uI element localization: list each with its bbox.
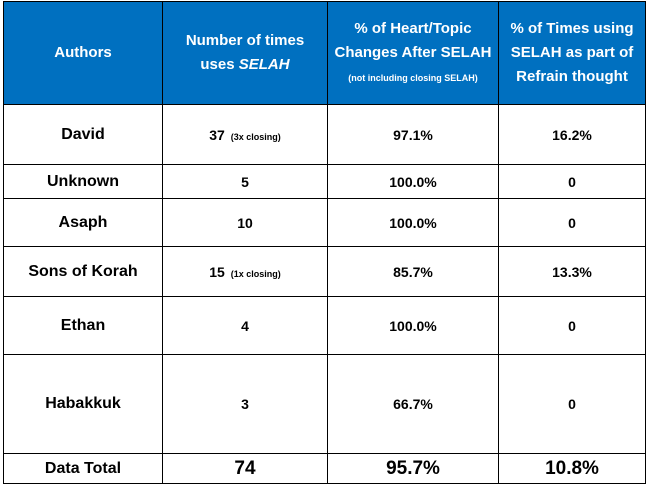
header-authors: Authors: [3, 1, 163, 105]
author-cell: Unknown: [3, 164, 163, 199]
changes-cell: 100.0%: [327, 198, 499, 247]
author-cell: Asaph: [3, 198, 163, 247]
table-row: Sons of Korah 15 (1x closing) 85.7% 13.3%: [3, 246, 646, 297]
refrain-cell: 13.3%: [498, 246, 646, 297]
changes-cell: 97.1%: [327, 104, 499, 165]
selah-table: Authors Number of times uses SELAH % of …: [3, 1, 646, 484]
header-count: Number of times uses SELAH: [162, 1, 328, 105]
refrain-cell: 0: [498, 164, 646, 199]
count-cell: 4: [162, 296, 328, 355]
count-note: (3x closing): [230, 131, 281, 142]
table-header: Authors Number of times uses SELAH % of …: [3, 1, 646, 105]
changes-cell: 66.7%: [327, 354, 499, 454]
count-value: 3: [241, 396, 249, 412]
count-note: (1x closing): [230, 268, 281, 279]
count-cell: 37 (3x closing): [162, 104, 328, 165]
author-cell: Sons of Korah: [3, 246, 163, 297]
total-row: Data Total 74 95.7% 10.8%: [3, 453, 646, 484]
total-refrain: 10.8%: [498, 453, 646, 484]
total-count: 74: [162, 453, 328, 484]
table-row: Habakkuk 3 66.7% 0: [3, 354, 646, 454]
total-label: Data Total: [3, 453, 163, 484]
refrain-cell: 0: [498, 296, 646, 355]
header-refrain-label: % of Times using SELAH as part of Refrai…: [510, 20, 634, 85]
changes-cell: 100.0%: [327, 296, 499, 355]
table-row: Asaph 10 100.0% 0: [3, 198, 646, 247]
table-row: Unknown 5 100.0% 0: [3, 164, 646, 199]
count-cell: 5: [162, 164, 328, 199]
table-body: David 37 (3x closing) 97.1% 16.2% Unknown…: [3, 104, 646, 454]
count-cell: 3: [162, 354, 328, 454]
count-value: 37: [209, 126, 225, 143]
refrain-cell: 0: [498, 198, 646, 247]
table-footer: Data Total 74 95.7% 10.8%: [3, 453, 646, 484]
total-changes: 95.7%: [327, 453, 499, 484]
count-value: 4: [241, 317, 249, 334]
changes-cell: 85.7%: [327, 246, 499, 297]
header-authors-label: Authors: [54, 44, 112, 61]
count-value: 15: [209, 263, 225, 280]
author-cell: David: [3, 104, 163, 165]
author-cell: Habakkuk: [3, 354, 163, 454]
header-count-label: Number of times uses: [185, 32, 305, 73]
header-changes-note: (not including closing SELAH): [348, 73, 478, 83]
count-cell: 15 (1x closing): [162, 246, 328, 297]
table-row: David 37 (3x closing) 97.1% 16.2%: [3, 104, 646, 165]
count-value: 5: [241, 173, 249, 190]
header-changes-label: % of Heart/Topic Changes After SELAH: [334, 20, 492, 61]
header-changes: % of Heart/Topic Changes After SELAH (no…: [327, 1, 499, 105]
table-row: Ethan 4 100.0% 0: [3, 296, 646, 355]
author-cell: Ethan: [3, 296, 163, 355]
changes-cell: 100.0%: [327, 164, 499, 199]
header-count-italic: SELAH: [238, 56, 290, 73]
count-value: 10: [237, 214, 253, 231]
refrain-cell: 0: [498, 354, 646, 454]
header-row: Authors Number of times uses SELAH % of …: [3, 1, 646, 105]
count-cell: 10: [162, 198, 328, 247]
header-refrain: % of Times using SELAH as part of Refrai…: [498, 1, 646, 105]
refrain-cell: 16.2%: [498, 104, 646, 165]
